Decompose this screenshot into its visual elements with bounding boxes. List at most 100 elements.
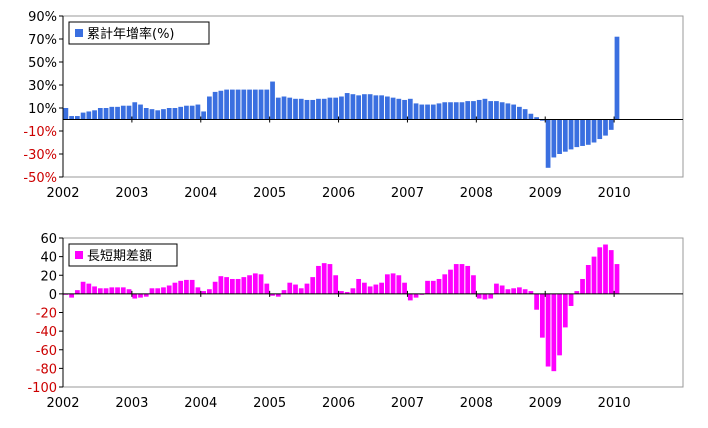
growth-bar bbox=[591, 119, 597, 143]
diff-bar bbox=[229, 278, 235, 294]
diff-bar bbox=[373, 284, 379, 294]
growth-bar bbox=[109, 106, 115, 120]
growth-bar bbox=[281, 96, 287, 120]
growth-bar bbox=[339, 96, 344, 120]
growth-xtick-label: 2008 bbox=[460, 186, 493, 201]
growth-bar bbox=[494, 101, 499, 120]
growth-xtick-label: 2010 bbox=[598, 186, 631, 201]
diff-ytick-label: 60 bbox=[40, 232, 57, 247]
growth-bar bbox=[488, 101, 494, 120]
growth-bar bbox=[97, 108, 103, 120]
diff-bar bbox=[270, 293, 275, 296]
diff-bar bbox=[80, 281, 86, 294]
diff-bar bbox=[522, 289, 528, 294]
diff-bar bbox=[264, 283, 270, 294]
growth-bar bbox=[207, 96, 212, 120]
growth-bar bbox=[201, 111, 207, 120]
growth-bar bbox=[419, 104, 425, 120]
growth-bar bbox=[350, 94, 356, 120]
growth-bar bbox=[304, 99, 310, 120]
growth-bar bbox=[80, 112, 86, 120]
diff-bar bbox=[120, 287, 126, 294]
diff-bar bbox=[459, 264, 465, 294]
diff-bar bbox=[339, 291, 344, 294]
growth-bar bbox=[224, 89, 229, 120]
growth-bar bbox=[333, 97, 339, 120]
growth-xtick-label: 2003 bbox=[115, 186, 148, 201]
diff-bar bbox=[453, 264, 459, 294]
diff-bar bbox=[557, 293, 562, 356]
growth-bar bbox=[166, 108, 172, 120]
growth-bar bbox=[476, 99, 482, 120]
diff-bar bbox=[304, 283, 310, 294]
diff-bar bbox=[528, 291, 534, 294]
diff-bar bbox=[287, 282, 293, 294]
diff-bar bbox=[482, 293, 488, 300]
growth-bar bbox=[545, 119, 551, 168]
diff-bar bbox=[344, 292, 350, 294]
diff-bar bbox=[390, 273, 396, 294]
growth-bar bbox=[155, 110, 161, 120]
diff-bar bbox=[430, 280, 436, 294]
diff-bar bbox=[201, 291, 207, 294]
diff-ytick-label: -80 bbox=[36, 362, 57, 377]
growth-bar bbox=[298, 98, 304, 120]
growth-bar bbox=[557, 119, 562, 154]
diff-bar bbox=[396, 275, 402, 294]
growth-xtick-label: 2002 bbox=[46, 186, 79, 201]
growth-bar bbox=[528, 113, 534, 120]
growth-bar bbox=[63, 108, 69, 120]
diff-bar bbox=[126, 289, 132, 294]
diff-xtick-label: 2009 bbox=[529, 396, 562, 411]
diff-bar bbox=[138, 293, 143, 298]
diff-bar bbox=[247, 275, 252, 294]
growth-ytick-label: -10% bbox=[23, 125, 57, 140]
diff-bar bbox=[448, 269, 453, 294]
diff-bar bbox=[172, 282, 178, 294]
diff-bar bbox=[407, 293, 413, 301]
diff-bar bbox=[614, 264, 620, 294]
growth-bar bbox=[436, 103, 442, 120]
diff-bar bbox=[218, 276, 224, 294]
growth-bar bbox=[568, 119, 574, 150]
growth-legend: 累計年增率(%) bbox=[68, 21, 210, 45]
diff-bar bbox=[189, 279, 195, 294]
growth-bar bbox=[195, 104, 201, 120]
growth-bar bbox=[252, 89, 258, 120]
diff-bar bbox=[585, 265, 591, 294]
diff-bar bbox=[86, 283, 92, 294]
growth-bar bbox=[184, 105, 189, 120]
diff-bar bbox=[534, 293, 539, 310]
growth-bar bbox=[425, 104, 430, 120]
growth-bar bbox=[247, 89, 252, 120]
diff-bar bbox=[568, 293, 574, 306]
diff-bar bbox=[333, 275, 339, 294]
growth-bar bbox=[430, 104, 436, 120]
diff-xtick-label: 2003 bbox=[115, 396, 148, 411]
diff-bar bbox=[494, 283, 499, 294]
diff-ytick-label: -20 bbox=[36, 307, 57, 322]
diff-bar bbox=[539, 293, 545, 338]
diff-xtick-label: 2007 bbox=[391, 396, 424, 411]
growth-bar bbox=[161, 109, 166, 120]
diff-bar bbox=[166, 285, 172, 294]
diff-bar bbox=[425, 280, 430, 294]
growth-xtick-label: 2006 bbox=[322, 186, 355, 201]
diff-ytick-label: -40 bbox=[36, 325, 57, 340]
growth-bar bbox=[580, 119, 585, 146]
growth-bar bbox=[212, 91, 218, 120]
growth-bar bbox=[390, 97, 396, 120]
diff-bar bbox=[178, 280, 184, 294]
diff-bar bbox=[293, 284, 298, 294]
diff-bar bbox=[580, 278, 585, 294]
growth-bar bbox=[407, 98, 413, 120]
diff-bar bbox=[603, 244, 608, 294]
growth-legend-swatch bbox=[75, 29, 83, 37]
growth-xtick-label: 2007 bbox=[391, 186, 424, 201]
diff-bar bbox=[155, 288, 161, 294]
growth-bar bbox=[539, 119, 545, 121]
growth-bar bbox=[92, 110, 97, 120]
growth-bar bbox=[321, 98, 327, 120]
growth-bar bbox=[373, 95, 379, 120]
growth-bar bbox=[235, 89, 241, 120]
